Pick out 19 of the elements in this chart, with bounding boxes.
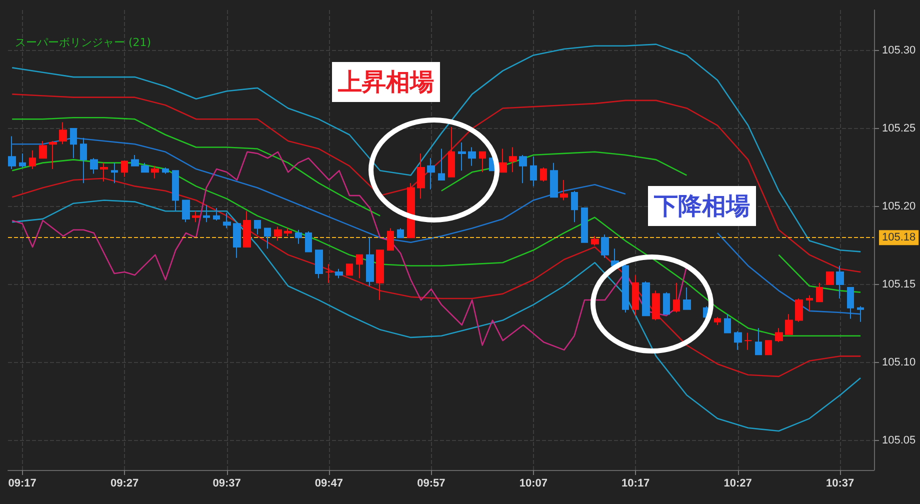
y-tick-label: 105.20	[882, 200, 916, 212]
annotation: 下降相場	[648, 186, 756, 226]
x-tick-label: 10:17	[622, 478, 650, 490]
y-tick-label: 105.30	[882, 44, 916, 57]
x-tick-label: 10:27	[724, 478, 752, 490]
y-tick-label: 105.05	[882, 434, 916, 446]
ref-line-label: 105.18	[882, 232, 916, 244]
y-tick-label: 105.15	[882, 278, 916, 290]
x-tick-label: 10:37	[826, 478, 854, 490]
x-tick-label: 09:37	[212, 478, 241, 490]
x-tick-label: 09:57	[417, 478, 446, 490]
x-tick-label: 10:07	[519, 478, 548, 490]
x-tick-label: 09:47	[314, 478, 344, 490]
x-tick-label: 09:17	[8, 478, 36, 490]
text: スーパーボリンジャー (21)	[15, 36, 152, 49]
y-tick-label: 105.25	[882, 122, 916, 135]
y-tick-label: 105.10	[882, 356, 916, 368]
annotation: 上昇相場	[332, 62, 440, 102]
x-tick-label: 09:27	[110, 478, 139, 490]
